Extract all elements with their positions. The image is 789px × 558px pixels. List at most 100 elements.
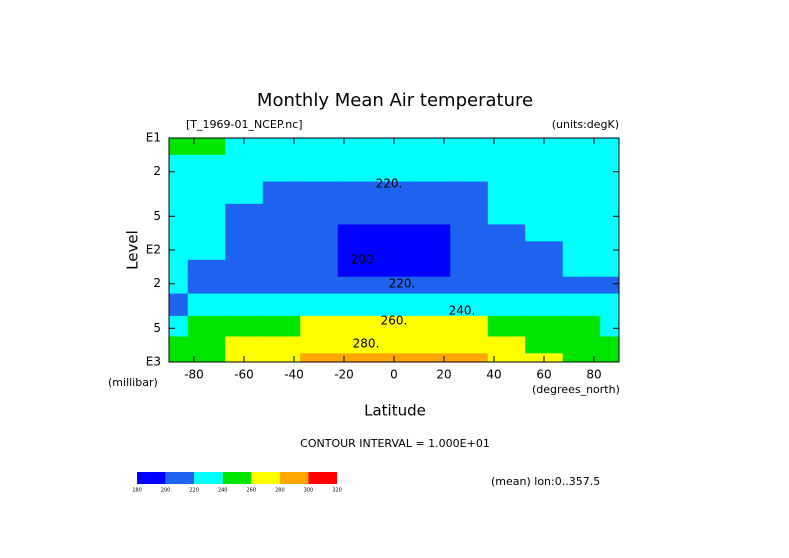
- cell: [450, 241, 489, 261]
- cell: [525, 181, 564, 205]
- cell: [525, 241, 564, 261]
- y-tick-label: E3: [146, 355, 161, 369]
- colorbar-label: 320: [332, 488, 342, 494]
- cell: [262, 241, 301, 261]
- cell: [450, 138, 489, 156]
- cell: [262, 353, 301, 363]
- colorbar-swatch: [308, 472, 337, 484]
- colorbar-label: 300: [304, 488, 314, 494]
- cell: [337, 315, 376, 337]
- cell: [412, 181, 451, 205]
- cell: [487, 293, 526, 317]
- cell: [450, 315, 489, 337]
- x-tick-label: 40: [486, 368, 501, 382]
- cell: [187, 224, 226, 242]
- file-label: [T_1969-01_NCEP.nc]: [186, 118, 303, 131]
- y-tick-label: 2: [153, 276, 161, 290]
- cell: [450, 336, 489, 354]
- y-tick-label: E2: [146, 243, 161, 257]
- y-tick-label: E1: [146, 131, 161, 145]
- contour-label: 220.: [376, 177, 403, 191]
- colorbar-swatch: [222, 472, 252, 484]
- cell: [187, 276, 226, 295]
- cell: [412, 224, 451, 242]
- cell: [412, 293, 451, 317]
- cell: [600, 293, 620, 317]
- cell: [450, 276, 489, 295]
- cell: [337, 138, 376, 156]
- cell: [337, 181, 376, 205]
- cell: [225, 293, 264, 317]
- cell: [169, 293, 189, 317]
- cell: [337, 154, 376, 183]
- cell: [262, 259, 301, 278]
- cell: [225, 315, 264, 337]
- cell: [300, 241, 339, 261]
- cell: [450, 353, 489, 363]
- cell: [375, 315, 414, 337]
- note: (mean) lon:0..357.5: [491, 475, 600, 488]
- cell: [487, 203, 526, 225]
- cell: [169, 259, 189, 278]
- cell: [412, 241, 451, 261]
- cell: [169, 276, 189, 295]
- cell: [375, 224, 414, 242]
- cell: [187, 181, 226, 205]
- cell: [487, 353, 526, 363]
- cell: [262, 154, 301, 183]
- cell: [600, 353, 620, 363]
- cell: [337, 336, 376, 354]
- colorbar-label: 200: [161, 488, 171, 494]
- cell: [225, 154, 264, 183]
- cell: [262, 138, 301, 156]
- cell: [337, 293, 376, 317]
- cell: [262, 203, 301, 225]
- cell: [600, 276, 620, 295]
- colorbar-label: 280: [275, 488, 285, 494]
- cell: [300, 293, 339, 317]
- cell: [562, 293, 601, 317]
- cell: [487, 276, 526, 295]
- cell: [169, 181, 189, 205]
- cell: [300, 181, 339, 205]
- cell: [187, 293, 226, 317]
- cell: [225, 241, 264, 261]
- cell: [300, 203, 339, 225]
- cell: [562, 353, 601, 363]
- cell: [562, 241, 601, 261]
- cell: [412, 203, 451, 225]
- cell: [337, 353, 376, 363]
- cell: [225, 224, 264, 242]
- cell: [487, 259, 526, 278]
- cell: [300, 138, 339, 156]
- cell: [562, 276, 601, 295]
- x-tick-label: 0: [390, 368, 398, 382]
- cell: [262, 276, 301, 295]
- cell: [169, 336, 189, 354]
- cell: [600, 259, 620, 278]
- cell: [187, 138, 226, 156]
- cell: [412, 336, 451, 354]
- cell: [187, 336, 226, 354]
- cell: [375, 336, 414, 354]
- cell: [525, 336, 564, 354]
- cell: [187, 259, 226, 278]
- cell: [169, 138, 189, 156]
- x-units: (degrees_north): [532, 383, 620, 396]
- cell: [225, 336, 264, 354]
- cell: [412, 353, 451, 363]
- cell: [450, 203, 489, 225]
- cell: [600, 138, 620, 156]
- cell: [300, 315, 339, 337]
- cell: [600, 241, 620, 261]
- cell: [600, 181, 620, 205]
- cell: [375, 203, 414, 225]
- cell: [525, 276, 564, 295]
- cell: [169, 315, 189, 337]
- colorbar-swatch: [194, 472, 223, 484]
- cell: [262, 224, 301, 242]
- colorbar-swatch: [137, 472, 166, 484]
- x-tick-label: 80: [586, 368, 601, 382]
- cell: [412, 154, 451, 183]
